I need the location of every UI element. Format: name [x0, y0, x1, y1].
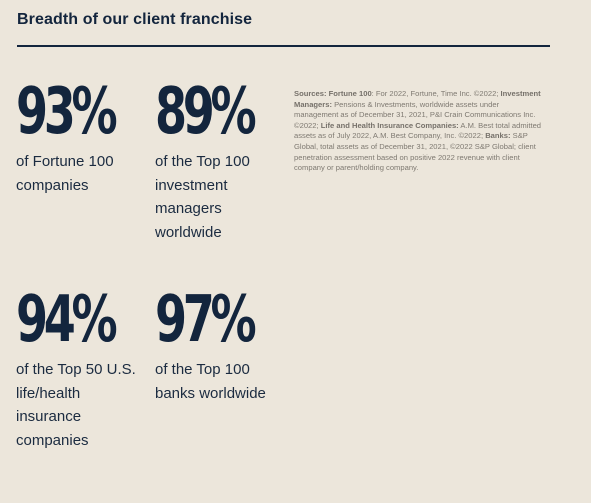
sources-im-label: Investment Managers:: [294, 89, 541, 109]
stat-description: of the Top 50 U.S. life/health insurance…: [16, 361, 136, 449]
sources-banks-label: Banks:: [485, 131, 511, 141]
stat-value: 97%: [155, 283, 257, 357]
stat-investment-managers: 89% of the Top 100 investment managers w…: [155, 75, 285, 244]
sources-life-text: A.M. Best total admitted assets as of Ju…: [294, 120, 542, 141]
stat-description: of Fortune 100 companies: [16, 153, 114, 194]
stat-description: of the Top 100 investment managers world…: [155, 153, 250, 241]
sources-banks-text: S&P Global, total assets as of December …: [294, 131, 536, 173]
sources-im-text: Pensions & Investments, worldwide assets…: [294, 99, 536, 130]
sources-fortune-label: Fortune 100: [328, 89, 372, 98]
sources-footnote: Sources: Fortune 100: For 2022, Fortune,…: [294, 89, 544, 174]
sources-fortune-text: : For 2022, Fortune, Time Inc. ©2022;: [371, 89, 499, 98]
stat-value: 93%: [16, 75, 118, 149]
stat-value: 89%: [155, 75, 257, 149]
sources-intro-label: Sources:: [294, 89, 327, 98]
sources-life-label: Life and Health Insurance Companies:: [320, 120, 459, 130]
title-divider: [17, 45, 550, 47]
stat-banks: 97% of the Top 100 banks worldwide: [155, 283, 285, 405]
section-title: Breadth of our client franchise: [17, 11, 253, 28]
stat-fortune-100: 93% of Fortune 100 companies: [16, 75, 146, 197]
stat-value: 94%: [16, 283, 118, 357]
stat-insurance-companies: 94% of the Top 50 U.S. life/health insur…: [16, 283, 146, 452]
stat-description: of the Top 100 banks worldwide: [155, 361, 266, 402]
